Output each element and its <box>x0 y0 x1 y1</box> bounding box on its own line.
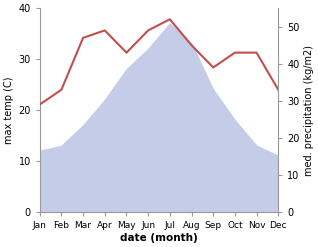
X-axis label: date (month): date (month) <box>120 233 198 243</box>
Y-axis label: max temp (C): max temp (C) <box>4 76 14 144</box>
Y-axis label: med. precipitation (kg/m2): med. precipitation (kg/m2) <box>304 45 314 176</box>
